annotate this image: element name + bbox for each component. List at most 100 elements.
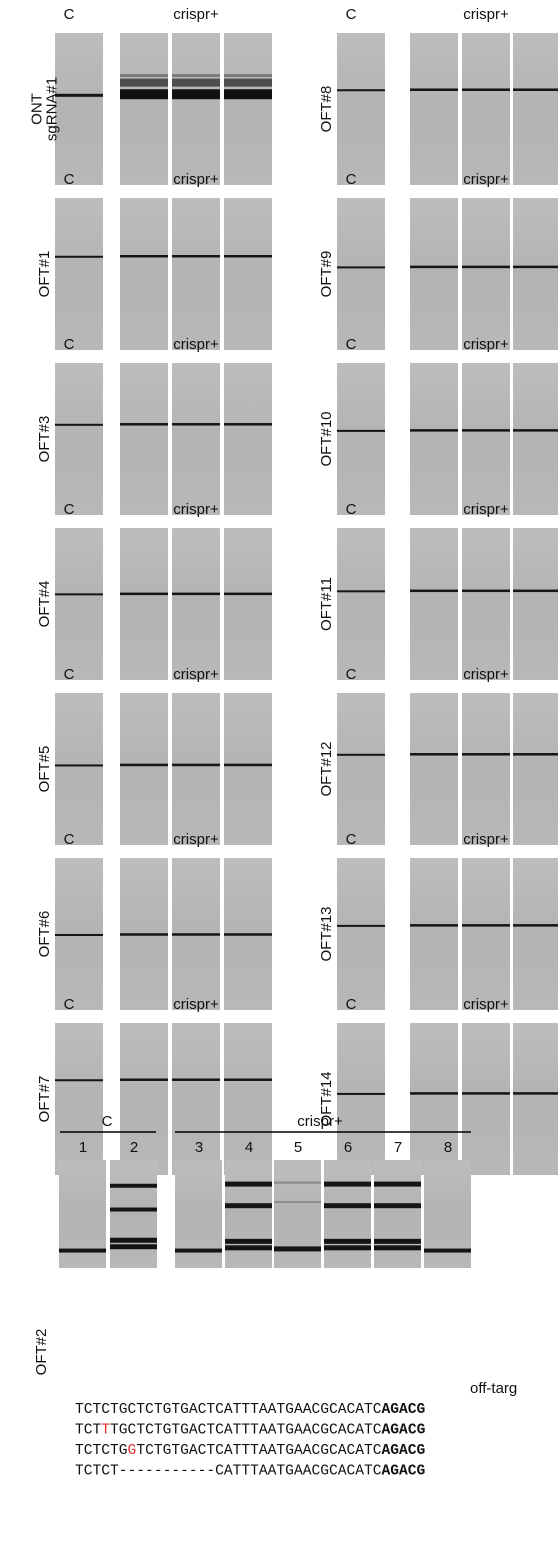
gel-band <box>513 753 558 756</box>
target-site: AGACG <box>382 1463 426 1479</box>
gel-lane <box>224 198 272 350</box>
panel-label: OFT#3 <box>36 416 53 463</box>
gel-band <box>120 933 168 936</box>
gel-band <box>225 1203 272 1208</box>
control-label: C <box>346 336 357 353</box>
treated-label: crispr+ <box>173 501 219 518</box>
sequence: TCTCTGGTCTGTGACTCATTTAATGAACGCACATCAGACG <box>75 1443 426 1459</box>
gel-band <box>120 764 168 767</box>
gel-band <box>513 266 558 269</box>
gel-lane <box>120 198 168 350</box>
gel-band <box>225 1239 272 1244</box>
gel-band <box>462 429 510 432</box>
gel-lane <box>462 1023 510 1175</box>
lane-number: 7 <box>394 1139 402 1156</box>
panel-label: OFT#11 <box>318 577 335 631</box>
sequence: TCTCT-----------CATTTAATGAACGCACATCAGACG <box>75 1463 426 1479</box>
gel-band <box>513 429 558 432</box>
gel-band <box>172 764 220 767</box>
gel-band <box>337 430 385 432</box>
gel-lane <box>337 528 385 680</box>
sequence-part: G <box>128 1443 137 1459</box>
gel-band <box>172 79 220 87</box>
gel-lane <box>513 1023 558 1175</box>
gel-lane <box>172 693 220 845</box>
gel-lane <box>120 363 168 515</box>
control-label: C <box>64 501 75 518</box>
gel-band <box>410 1092 458 1095</box>
gel-band <box>374 1245 421 1250</box>
gel-lane <box>120 528 168 680</box>
treated-label: crispr+ <box>173 996 219 1013</box>
gel-band <box>55 1079 103 1081</box>
gel-band <box>172 74 220 77</box>
gel-band <box>224 933 272 936</box>
gel-lane <box>274 1160 321 1268</box>
caption: off-targ <box>470 1380 517 1397</box>
gel-band <box>324 1203 371 1208</box>
gel-lane <box>462 363 510 515</box>
gel-band <box>324 1239 371 1244</box>
control-label: C <box>346 6 357 23</box>
sequence: TCTCTGCTCTGTGACTCATTTAATGAACGCACATCAGACG <box>75 1402 426 1418</box>
gel-band <box>410 88 458 91</box>
gel-band <box>337 754 385 756</box>
gel-band <box>410 753 458 756</box>
gel-band <box>462 88 510 91</box>
panel-label: OFT#2 <box>33 1329 50 1376</box>
gel-band <box>462 753 510 756</box>
gel-band <box>120 423 168 426</box>
panel-label: OFT#6 <box>36 911 53 958</box>
gel-band <box>120 89 168 99</box>
sequence-part: TCT <box>75 1422 102 1438</box>
panel-label: OFT#8 <box>318 86 335 133</box>
gel-band <box>462 1092 510 1095</box>
gel-lane <box>224 363 272 515</box>
gel-lane <box>172 33 220 185</box>
gel-lane <box>337 693 385 845</box>
gel-band <box>513 924 558 927</box>
gel-band <box>424 1249 471 1253</box>
control-label: C <box>64 6 75 23</box>
gel-lane <box>172 363 220 515</box>
gel-band <box>374 1182 421 1187</box>
gel-lane <box>410 33 458 185</box>
control-label: C <box>102 1113 113 1130</box>
treated-label: crispr+ <box>463 171 509 188</box>
control-label: C <box>346 501 357 518</box>
treated-label: crispr+ <box>297 1113 343 1130</box>
control-label: C <box>64 336 75 353</box>
gel-lane <box>337 363 385 515</box>
gel-band <box>410 266 458 269</box>
gel-lane <box>410 528 458 680</box>
gel-lane <box>55 528 103 680</box>
gel-lane <box>324 1160 371 1268</box>
sequence-part: TCTCT-----------CATTTAATGAACGCACATC <box>75 1463 382 1479</box>
lane-number: 5 <box>294 1139 302 1156</box>
panel-label: OFT#1 <box>36 251 53 298</box>
gel-band <box>324 1245 371 1250</box>
control-label: C <box>346 996 357 1013</box>
gel-lane <box>120 693 168 845</box>
gel-lane <box>224 528 272 680</box>
treated-label: crispr+ <box>463 831 509 848</box>
treated-label: crispr+ <box>463 6 509 23</box>
gel-lane <box>513 33 558 185</box>
gel-band <box>55 256 103 258</box>
gel-lane <box>55 33 103 185</box>
gel-band <box>513 88 558 91</box>
gel-band <box>410 429 458 432</box>
lane-number: 6 <box>344 1139 352 1156</box>
gel-lane <box>55 363 103 515</box>
gel-lane <box>462 858 510 1010</box>
gel-band <box>55 424 103 426</box>
panel-label: OFT#12 <box>318 741 335 796</box>
gel-lane <box>513 363 558 515</box>
gel-band <box>120 255 168 258</box>
gel-lane <box>410 363 458 515</box>
gel-band <box>55 934 103 936</box>
control-label: C <box>64 996 75 1013</box>
sequence-part: TCTCTG <box>75 1443 128 1459</box>
gel-lane <box>224 33 272 185</box>
gel-band <box>120 593 168 596</box>
